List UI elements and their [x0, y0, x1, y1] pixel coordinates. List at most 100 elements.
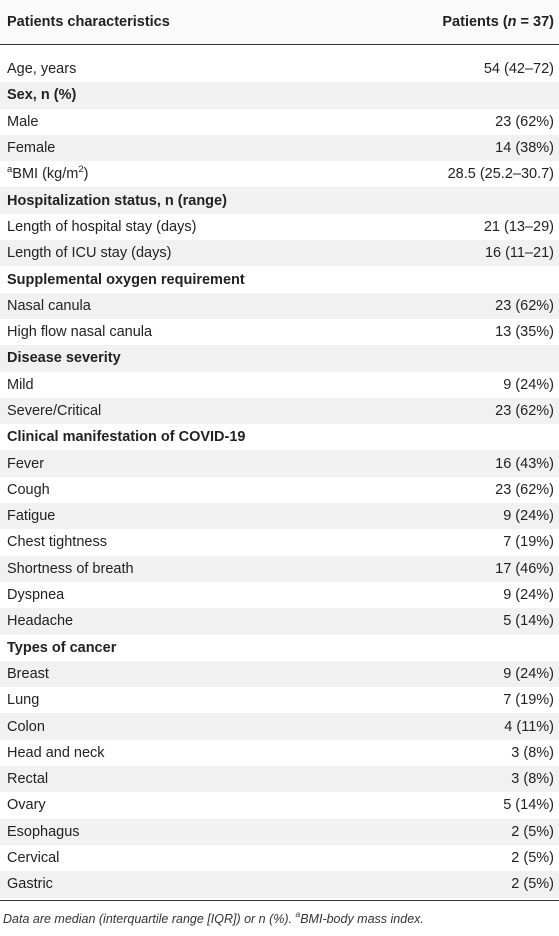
- row-label-sup-prefix: a: [7, 163, 13, 175]
- row-label: Cervical: [7, 850, 60, 867]
- section-header-row: Types of cancer: [0, 635, 559, 661]
- row-value: 16 (11–21): [484, 245, 554, 262]
- row-value: 9 (24%): [503, 376, 554, 393]
- section-header-row: Supplemental oxygen requirement: [0, 266, 559, 292]
- row-label: Lung: [7, 692, 40, 709]
- row-label-text: BMI (kg/m: [12, 166, 79, 183]
- table-footnote: Data are median (interquartile range [IQ…: [3, 908, 424, 926]
- table-row: Breast 9 (24%): [0, 660, 559, 688]
- row-label: Nasal canula: [7, 297, 91, 314]
- row-label: Female: [7, 140, 56, 157]
- section-label: Sex, n (%): [7, 87, 77, 104]
- table-row: Colon 4 (11%): [0, 713, 559, 740]
- table-row: Lung 7 (19%): [0, 687, 559, 713]
- table-row: Length of hospital stay (days) 21 (13–29): [0, 214, 559, 240]
- table-row: Length of ICU stay (days) 16 (11–21): [0, 240, 559, 267]
- table-row: Mild 9 (24%): [0, 372, 559, 398]
- row-value: 2 (5%): [511, 876, 554, 893]
- footnote-sup: a: [295, 908, 301, 919]
- row-label-sup-suffix: 2: [78, 163, 84, 175]
- table-row: Cough 23 (62%): [0, 477, 559, 503]
- row-label: Fever: [7, 455, 45, 472]
- row-label: Colon: [7, 718, 45, 735]
- table-row: Esophagus 2 (5%): [0, 818, 559, 845]
- row-value: 7 (19%): [503, 692, 554, 709]
- footnote-main: Data are median (interquartile range [IQ…: [3, 912, 296, 926]
- table-row: Gastric 2 (5%): [0, 871, 559, 898]
- row-label: Length of ICU stay (days): [7, 245, 172, 262]
- section-label: Supplemental oxygen requirement: [7, 271, 245, 288]
- table-row: Fatigue 9 (24%): [0, 503, 559, 530]
- row-label: Male: [7, 113, 39, 130]
- row-label: Mild: [7, 376, 34, 393]
- row-value: 5 (14%): [503, 613, 554, 630]
- section-label: Hospitalization status, n (range): [7, 192, 227, 209]
- header-patients-n: n: [507, 14, 517, 30]
- table-row: Cervical 2 (5%): [0, 845, 559, 871]
- row-value: 16 (43%): [495, 455, 554, 472]
- table-row: Fever 16 (43%): [0, 450, 559, 477]
- section-label: Types of cancer: [7, 639, 117, 656]
- row-value: 28.5 (25.2–30.7): [447, 166, 554, 183]
- row-value: 23 (62%): [495, 113, 554, 130]
- table-header: Patients characteristics Patients (n = 3…: [0, 0, 559, 45]
- row-label: Cough: [7, 481, 50, 498]
- section-header-row: Clinical manifestation of COVID-19: [0, 424, 559, 450]
- table-row: Female 14 (38%): [0, 134, 559, 162]
- row-value: 7 (19%): [503, 534, 554, 551]
- row-label: Dyspnea: [7, 587, 65, 604]
- row-value: 9 (24%): [503, 587, 554, 604]
- table-row: Shortness of breath 17 (46%): [0, 555, 559, 582]
- table-row: Headache 5 (14%): [0, 608, 559, 635]
- section-header-row: Hospitalization status, n (range): [0, 187, 559, 214]
- row-value: 14 (38%): [495, 140, 554, 157]
- row-label: Rectal: [7, 771, 49, 788]
- row-label: Breast: [7, 665, 49, 682]
- table-row: Dyspnea 9 (24%): [0, 582, 559, 608]
- table-row: Male 23 (62%): [0, 109, 559, 135]
- row-value: 13 (35%): [495, 324, 554, 341]
- row-label: Head and neck: [7, 744, 105, 761]
- header-characteristics: Patients characteristics: [7, 14, 170, 30]
- row-value: 3 (8%): [511, 744, 554, 761]
- row-value: 23 (62%): [495, 403, 554, 419]
- row-label: Gastric: [7, 876, 53, 893]
- row-value: 3 (8%): [511, 771, 554, 788]
- row-value: 17 (46%): [495, 560, 554, 577]
- row-label: Esophagus: [7, 823, 80, 840]
- row-value: 2 (5%): [511, 850, 554, 867]
- row-label: Length of hospital stay (days): [7, 218, 197, 235]
- row-label: aBMI (kg/m2): [0, 163, 89, 183]
- row-label: Fatigue: [7, 508, 56, 525]
- section-header-row: Disease severity: [0, 345, 559, 372]
- row-value: 9 (24%): [503, 508, 554, 525]
- section-label: Disease severity: [7, 350, 121, 367]
- row-value: 21 (13–29): [483, 218, 554, 235]
- footnote-tail: BMI-body mass index.: [300, 912, 424, 926]
- table-row: aBMI (kg/m2) 28.5 (25.2–30.7): [0, 161, 559, 187]
- table-row: Nasal canula 23 (62%): [0, 292, 559, 319]
- table-row: Ovary 5 (14%): [0, 792, 559, 818]
- row-value: 23 (62%): [495, 481, 554, 498]
- section-header-row: Sex, n (%): [0, 82, 559, 109]
- table-row: High flow nasal canula 13 (35%): [0, 319, 559, 345]
- section-label: Clinical manifestation of COVID-19: [7, 429, 246, 446]
- row-label: Chest tightness: [7, 534, 107, 551]
- row-label: High flow nasal canula: [7, 324, 153, 341]
- row-value: 2 (5%): [511, 823, 554, 840]
- row-label: Headache: [7, 613, 74, 630]
- header-patients: Patients (n = 37): [442, 14, 559, 30]
- row-label: Shortness of breath: [7, 560, 134, 577]
- header-patients-prefix: Patients (: [442, 14, 508, 30]
- table-row: Age, years 54 (42–72): [0, 56, 559, 82]
- table-row: Rectal 3 (8%): [0, 766, 559, 793]
- row-value: 5 (14%): [503, 797, 554, 814]
- row-value: 9 (24%): [503, 665, 554, 682]
- row-label: Severe/Critical: [7, 403, 102, 419]
- table-row: Severe/Critical 23 (62%): [0, 397, 559, 425]
- table-body: Age, years 54 (42–72) Sex, n (%) Male 23 (62…: [0, 45, 559, 901]
- row-value: 4 (11%): [504, 718, 554, 735]
- row-value: 54 (42–72): [483, 61, 554, 78]
- row-label: Ovary: [7, 797, 46, 814]
- row-label: Age, years: [7, 61, 77, 78]
